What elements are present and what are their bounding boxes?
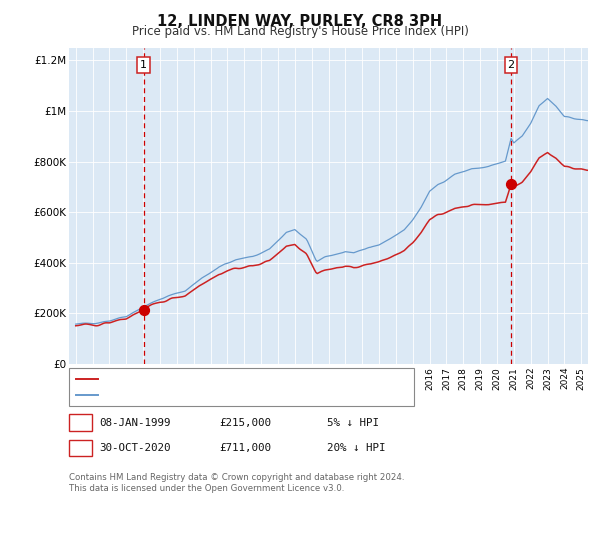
Text: £215,000: £215,000 (219, 418, 271, 428)
Text: 30-OCT-2020: 30-OCT-2020 (99, 443, 170, 453)
Point (139, 305, 148, 314)
Text: 1: 1 (77, 418, 84, 428)
Point (506, 180, 516, 189)
Text: 5% ↓ HPI: 5% ↓ HPI (327, 418, 379, 428)
Text: 2: 2 (77, 443, 84, 453)
Text: HPI: Average price, detached house, Sutton: HPI: Average price, detached house, Sutt… (102, 390, 319, 400)
Text: Contains HM Land Registry data © Crown copyright and database right 2024.
This d: Contains HM Land Registry data © Crown c… (69, 473, 404, 493)
Text: £711,000: £711,000 (219, 443, 271, 453)
Text: 20% ↓ HPI: 20% ↓ HPI (327, 443, 386, 453)
Text: 12, LINDEN WAY, PURLEY, CR8 3PH: 12, LINDEN WAY, PURLEY, CR8 3PH (157, 14, 443, 29)
Text: Price paid vs. HM Land Registry's House Price Index (HPI): Price paid vs. HM Land Registry's House … (131, 25, 469, 38)
Text: 08-JAN-1999: 08-JAN-1999 (99, 418, 170, 428)
Text: 1: 1 (140, 60, 147, 70)
Text: 12, LINDEN WAY, PURLEY, CR8 3PH (detached house): 12, LINDEN WAY, PURLEY, CR8 3PH (detache… (102, 374, 367, 384)
Text: 2: 2 (508, 60, 515, 70)
